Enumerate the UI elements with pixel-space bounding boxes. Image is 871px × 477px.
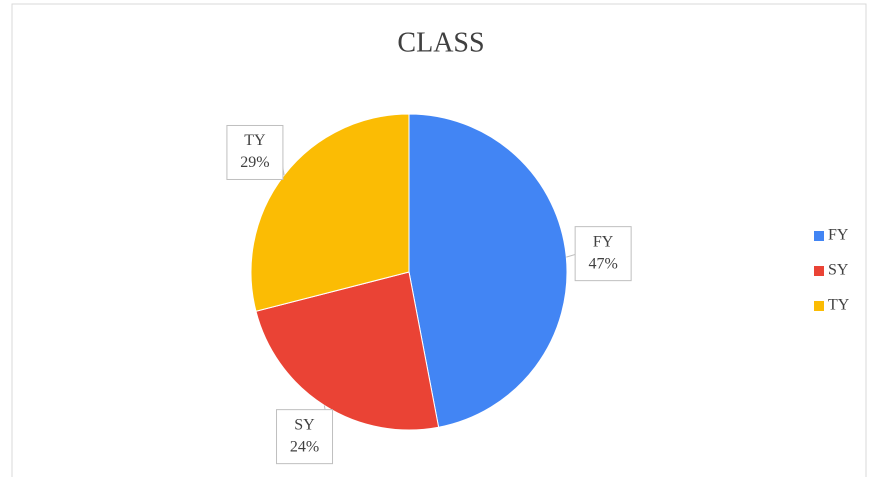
data-label-box xyxy=(574,226,632,282)
pie-slice xyxy=(408,113,568,428)
data-label-value: 24% xyxy=(290,438,319,455)
data-label-value: 47% xyxy=(588,255,617,272)
legend-label: FY xyxy=(828,227,849,244)
legend-swatch xyxy=(814,266,824,276)
legend-label: TY xyxy=(828,297,850,314)
data-label-box xyxy=(276,409,334,465)
legend-swatch xyxy=(814,301,824,311)
pie-slice xyxy=(255,271,440,431)
legend-label: SY xyxy=(828,262,849,279)
legend-swatch xyxy=(814,231,824,241)
chart-title: CLASS xyxy=(397,27,484,58)
data-label-value: 29% xyxy=(240,154,269,171)
data-label-name: TY xyxy=(244,132,266,149)
pie-slice xyxy=(250,113,410,312)
data-label-name: SY xyxy=(294,416,315,433)
data-label-box xyxy=(226,124,284,180)
data-label-name: FY xyxy=(593,233,614,250)
